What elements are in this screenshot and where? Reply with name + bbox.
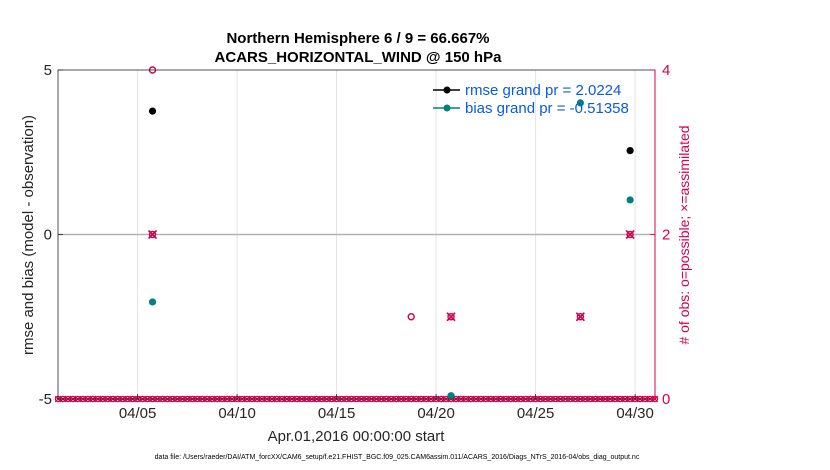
chart-subtitle: ACARS_HORIZONTAL_WIND @ 150 hPa	[215, 49, 503, 66]
obs-possible-marker	[447, 313, 455, 321]
legend-bias-label: bias grand pr = -0.51358	[465, 100, 629, 117]
legend-bias-marker	[443, 104, 451, 112]
x-tick-label: 04/10	[218, 405, 256, 422]
x-tick-label: 04/20	[417, 405, 455, 422]
x-tick-label: 04/05	[119, 405, 157, 422]
obs-possible-marker	[148, 230, 157, 239]
bias-point	[447, 392, 455, 400]
x-tick-label: 04/15	[318, 405, 356, 422]
legend-rmse-marker	[443, 86, 451, 94]
chart-title: Northern Hemisphere 6 / 9 = 66.667%	[226, 30, 489, 47]
x-tick-label: 04/30	[616, 405, 654, 422]
bias-point	[626, 196, 634, 204]
obs-assimilated-marker	[147, 229, 158, 240]
x-tick-label: 04/25	[517, 405, 555, 422]
bias-point	[148, 298, 157, 306]
obs-possible-marker	[576, 313, 585, 321]
right-axis-label: # of obs: o=possible; ×=assimilated	[676, 125, 692, 344]
obs-assimilated-marker	[446, 312, 456, 322]
bias-point	[576, 99, 584, 107]
data-file-footer: data file: /Users/raeder/DAI/ATM_forcXX/…	[155, 454, 640, 461]
obs-possible-marker	[626, 230, 634, 239]
right-y-tick-label: 2	[662, 227, 670, 244]
y-tick-label: 5	[44, 62, 52, 79]
right-y-tick-label: 4	[662, 62, 670, 79]
legend: rmse grand pr = 2.0224 bias grand pr = -…	[433, 82, 629, 117]
y-tick-label: 0	[44, 227, 52, 244]
obs-possible-marker	[407, 313, 415, 321]
y-axis-label: rmse and bias (model - observation)	[20, 115, 37, 355]
axis-ticks: 04/05 04/10 04/15 04/20 04/25 04/30 -5 0 5 0 2 4	[39, 62, 671, 422]
x-axis-label: Apr.01,2016 00:00:00 start	[268, 428, 446, 445]
obs-assimilated-marker	[625, 229, 635, 240]
legend-rmse-label: rmse grand pr = 2.0224	[465, 82, 621, 99]
right-y-tick-label: 0	[662, 391, 670, 408]
rmse-point	[626, 147, 634, 155]
rmse-point	[148, 107, 157, 115]
y-tick-label: -5	[39, 391, 52, 408]
plot-area	[54, 66, 659, 403]
obs-assimilated-marker	[575, 312, 585, 322]
